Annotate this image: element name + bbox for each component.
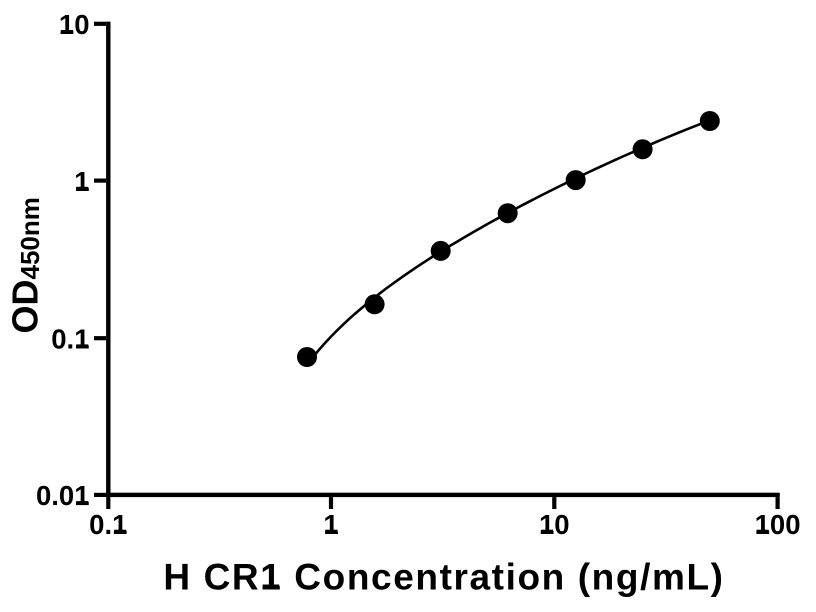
svg-text:1: 1 xyxy=(323,509,338,540)
svg-text:100: 100 xyxy=(755,509,801,540)
svg-text:H CR1 Concentration (ng/mL): H CR1 Concentration (ng/mL) xyxy=(163,557,724,598)
svg-text:0.01: 0.01 xyxy=(36,480,90,511)
svg-text:0.1: 0.1 xyxy=(89,509,127,540)
svg-text:0.1: 0.1 xyxy=(51,324,89,355)
svg-text:1: 1 xyxy=(74,166,89,197)
svg-text:10: 10 xyxy=(59,9,90,40)
svg-text:10: 10 xyxy=(539,509,570,540)
